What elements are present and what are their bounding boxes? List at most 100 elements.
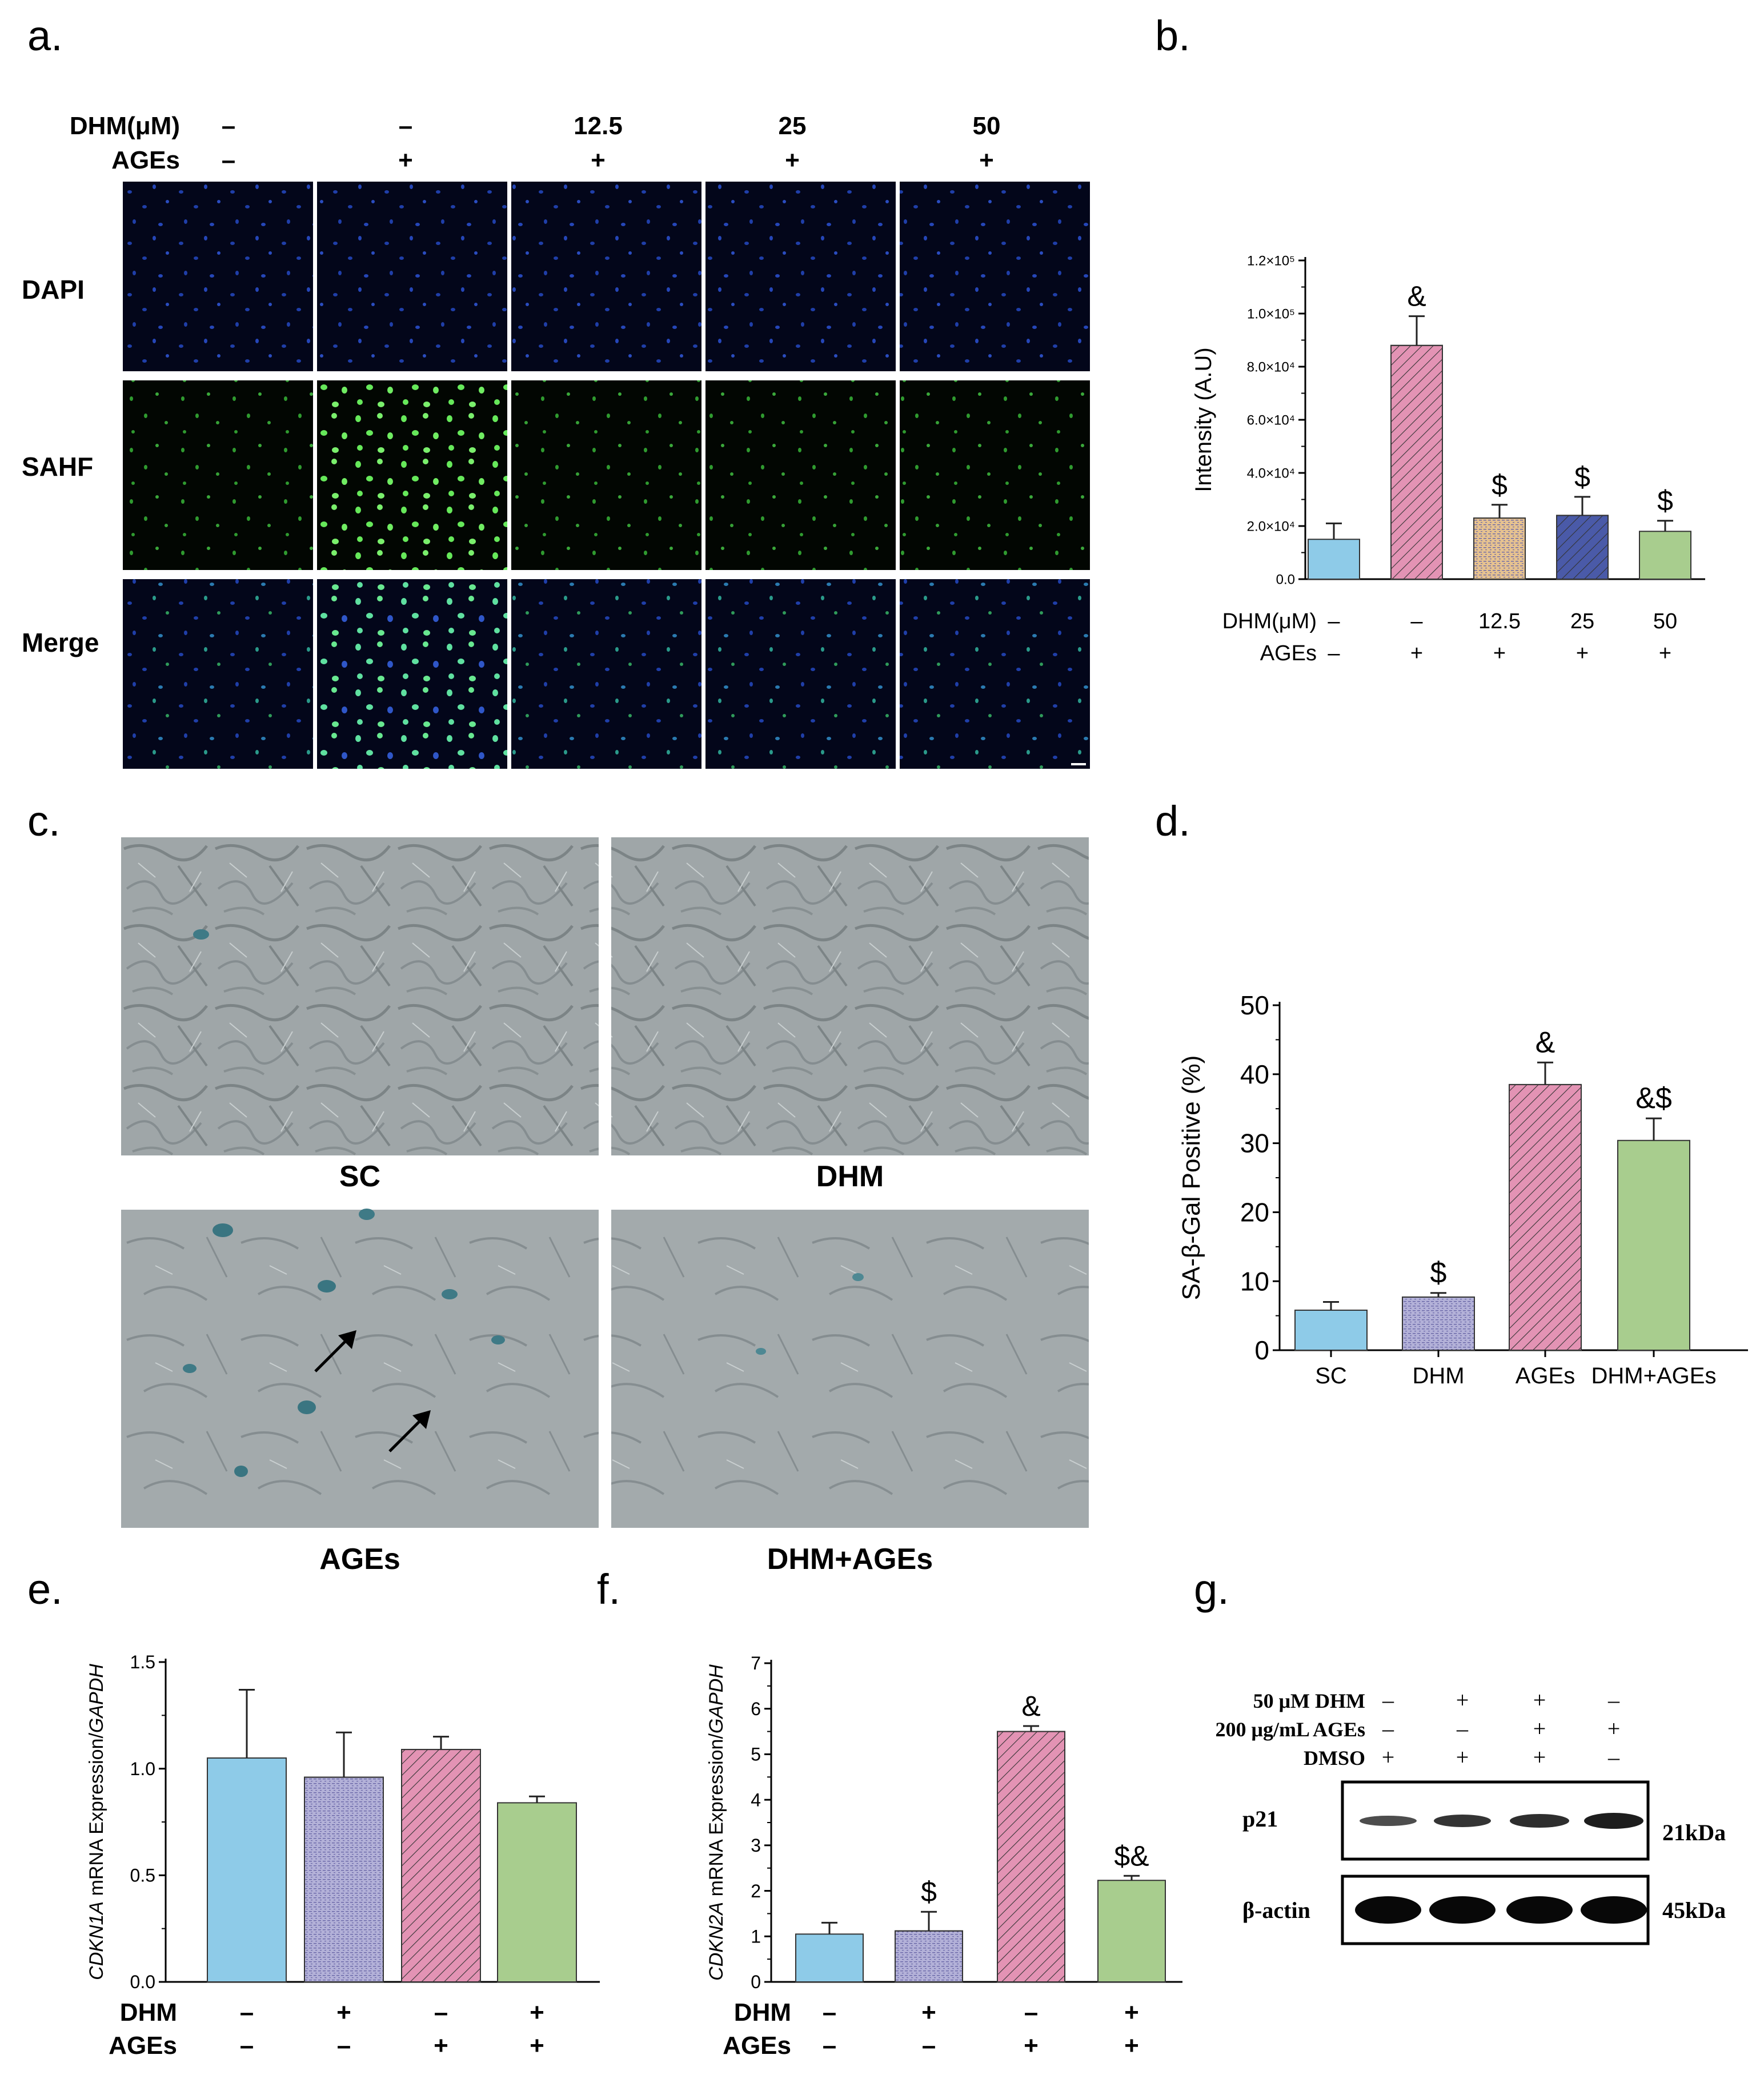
sahf-image-1 (123, 380, 313, 570)
blot-condition-sign: + (1456, 1744, 1469, 1770)
y-axis-label: SA-β-Gal Positive (%) (1177, 1055, 1205, 1301)
bar (795, 1933, 864, 1982)
y-tick-label: 40 (1240, 1059, 1269, 1089)
panel-d-label: d. (1155, 797, 1190, 845)
condition-sign: – (240, 2032, 254, 2060)
blot-condition-sign: – (1607, 1687, 1620, 1713)
caption-dhm-ages: DHM+AGEs (767, 1543, 933, 1576)
x-tick-label: AGEs (1516, 1363, 1575, 1388)
condition-sign: – (823, 1998, 836, 2026)
y-tick-label: 0.0 (1276, 572, 1295, 587)
bar-pattern (1556, 515, 1609, 580)
dapi-image-1 (123, 182, 313, 371)
bar (1639, 531, 1691, 580)
blot-condition-sign: + (1382, 1744, 1395, 1770)
panel-e-label: e. (27, 1566, 63, 1613)
significance-label: $ (1574, 461, 1590, 493)
merge-image-4 (705, 579, 896, 769)
panel-g-label: g. (1194, 1566, 1229, 1613)
panel-a-ages-1: – (221, 146, 236, 174)
y-tick-label: 4.0×10⁴ (1247, 465, 1295, 481)
p21-band (1434, 1815, 1491, 1827)
panel-b-label: b. (1155, 12, 1190, 59)
y-tick-label: 1.0×10⁵ (1247, 306, 1295, 322)
condition-sign: + (1493, 641, 1506, 665)
condition-sign: + (530, 2032, 544, 2060)
y-axis-label: CDKN2A mRNA Expression/GAPDH (705, 1664, 727, 1981)
arrow-icon-2 (388, 1410, 431, 1452)
significance-label: $ (1657, 485, 1673, 517)
significance-label: & (1021, 1690, 1040, 1722)
panel-a-dhm-2: – (398, 112, 413, 140)
panel-a-label: a. (27, 12, 63, 59)
blot-condition-sign: + (1533, 1716, 1546, 1741)
y-tick-label: 1.0 (130, 1759, 155, 1779)
actin-band (1429, 1896, 1496, 1924)
panel-a-row-sahf: SAHF (22, 452, 94, 481)
y-tick-label: 10 (1240, 1266, 1269, 1296)
panel-a-dhm-1: – (221, 112, 236, 140)
significance-label: $ (1492, 469, 1508, 501)
caption-ages: AGEs (319, 1543, 400, 1576)
y-tick-label: 8.0×10⁴ (1247, 359, 1295, 375)
panel-a-ages-4: + (785, 146, 800, 174)
bar-pattern (304, 1776, 384, 1982)
y-tick-label: 0 (1254, 1335, 1269, 1365)
condition-sign: + (921, 1998, 936, 2026)
panel-b-chart: 0.0 2.0×10⁴ 4.0×10⁴ 6.0×10⁴ 8.0×10⁴ 1.0×10⁵ 1.… (1191, 253, 1705, 665)
panel-a-row-dapi: DAPI (22, 275, 85, 304)
condition-sign: 25 (1570, 609, 1594, 633)
condition-sign: – (823, 2032, 836, 2060)
bar-pattern (1509, 1083, 1582, 1351)
panel-a-ages-2: + (398, 146, 413, 174)
actin-size-label: 45kDa (1662, 1897, 1726, 1923)
significance-label: $ (921, 1876, 937, 1908)
condition-row-label: AGEs (723, 2032, 791, 2060)
row-sahf (123, 380, 1090, 570)
y-tick-label: 0.0 (130, 1972, 155, 1992)
condition-row-label: DHM (734, 1998, 791, 2026)
fluorescence-micrograph-grid (123, 182, 1090, 769)
p21-band (1510, 1814, 1569, 1828)
panel-a-ages-label: AGEs (111, 146, 180, 174)
y-tick-label: 1.5 (130, 1652, 155, 1672)
condition-sign: + (1124, 2032, 1139, 2060)
panel-a-dhm-3: 12.5 (574, 112, 623, 140)
bar (1097, 1880, 1166, 1983)
y-axis-label: CDKN1A mRNA Expression/GAPDH (86, 1664, 107, 1980)
merge-image-3 (511, 579, 701, 769)
dapi-image-3 (511, 182, 701, 371)
p21-size-label: 21kDa (1662, 1820, 1726, 1845)
blot-condition-sign: – (1382, 1687, 1394, 1713)
bar-pattern (1473, 517, 1526, 580)
actin-band (1581, 1896, 1647, 1924)
condition-sign: + (1410, 641, 1423, 665)
sc-image (121, 837, 599, 1155)
blot-condition-sign: + (1607, 1716, 1621, 1741)
y-tick-label: 4 (751, 1789, 761, 1810)
dapi-image-4 (705, 182, 896, 371)
condition-sign: – (337, 2032, 351, 2060)
x-tick-label: SC (1315, 1363, 1347, 1388)
condition-sign: 50 (1653, 609, 1677, 633)
bar-pattern (1402, 1296, 1475, 1351)
condition-sign: – (1328, 641, 1340, 665)
condition-sign: – (1410, 609, 1423, 633)
condition-sign: – (434, 1998, 448, 2026)
condition-row-label: DHM(μM) (1222, 609, 1317, 633)
sahf-image-4 (705, 380, 896, 570)
merge-image-5 (900, 579, 1090, 769)
blot-condition-sign: + (1533, 1744, 1546, 1770)
actin-label: β-actin (1242, 1897, 1310, 1923)
x-tick-label: DHM+AGEs (1591, 1363, 1717, 1388)
brightfield-micrograph-grid (121, 837, 1089, 1528)
scale-bar (1071, 763, 1086, 765)
panel-d-chart: 0 10 20 30 40 50 SA-β-Gal Positive (%) $ & &$ SC DH… (1177, 990, 1748, 1388)
condition-sign: + (530, 1998, 544, 2026)
condition-sign: – (1024, 1998, 1038, 2026)
dhm-image (611, 837, 1089, 1155)
y-tick-label: 20 (1240, 1198, 1269, 1227)
condition-sign: + (434, 2032, 448, 2060)
blot-condition-label: 50 μM DHM (1253, 1689, 1365, 1712)
